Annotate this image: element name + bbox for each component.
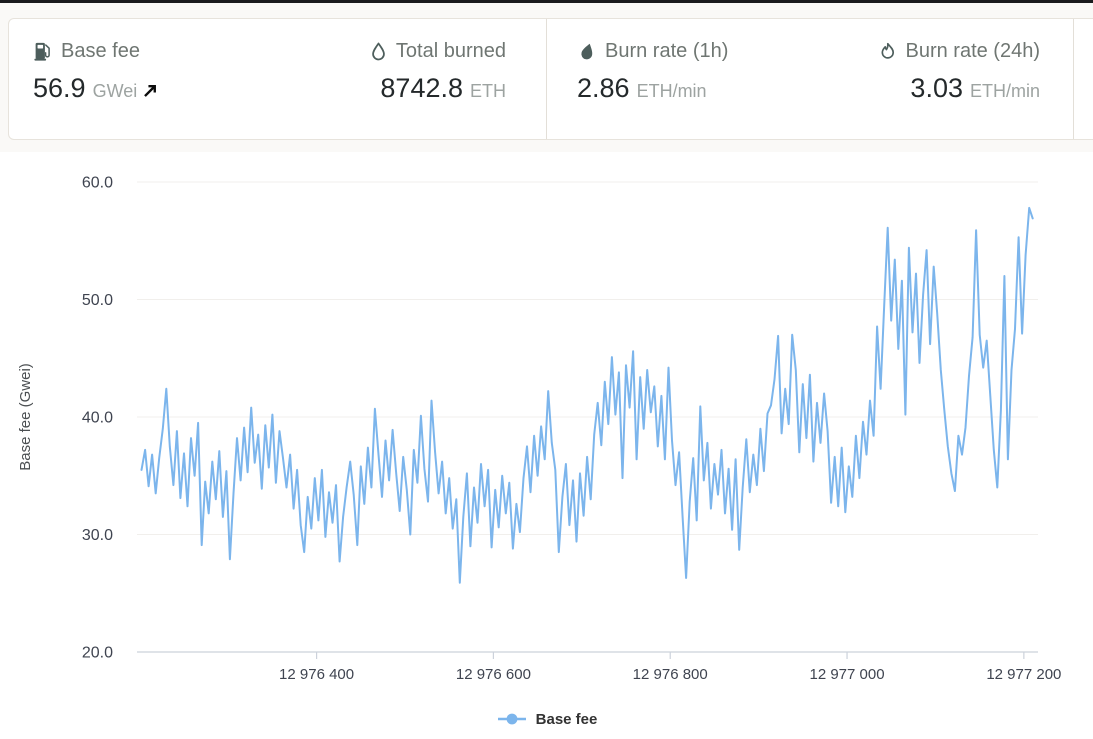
stat-label: Burn rate (24h): [905, 40, 1040, 62]
legend-item-base-fee[interactable]: Base fee: [0, 706, 1093, 732]
base-fee-chart: 20.0 30.0 40.0 50.0 60.0 12 976 400 12 976 600…: [17, 175, 1061, 684]
stats-group-1: Base fee 56.9 GWei Total burned 8742.8 E…: [9, 19, 546, 139]
stat-label: Base fee: [61, 40, 140, 62]
legend-line-marker-icon: [497, 713, 526, 725]
stat-label: Total burned: [395, 40, 506, 62]
stat-unit: GWei: [92, 81, 138, 101]
y-tick-label: 50.0: [82, 292, 113, 309]
stat-unit: ETH: [470, 81, 506, 101]
trend-up-icon: [144, 85, 157, 97]
stat-label: Burn rate (1h): [605, 40, 729, 62]
base-fee-chart-card: 20.0 30.0 40.0 50.0 60.0 12 976 400 12 976 600…: [0, 152, 1093, 739]
stat-value: 56.9: [33, 73, 86, 103]
stat-value: 3.03: [910, 73, 963, 103]
stat-total-burned: Total burned 8742.8 ETH: [368, 40, 506, 139]
stat-base-fee: Base fee 56.9 GWei: [33, 40, 160, 139]
stat-value: 2.86: [577, 73, 630, 103]
stats-group-2: Burn rate (1h) 2.86 ETH/min Burn rate (2…: [546, 19, 1074, 139]
x-tick-label: 12 977 000: [809, 666, 884, 683]
stat-base-fee-header: Base fee: [33, 40, 160, 63]
x-tick-label: 12 977 200: [986, 666, 1061, 683]
stat-value: 8742.8: [380, 73, 463, 103]
y-axis-title: Base fee (Gwei): [17, 363, 34, 471]
stat-burn-rate-1h: Burn rate (1h) 2.86 ETH/min: [577, 40, 728, 139]
stat-burn-rate-1h-header: Burn rate (1h): [577, 40, 728, 63]
y-tick-label: 20.0: [82, 645, 113, 662]
y-tick-label: 60.0: [82, 175, 113, 192]
x-tick-label: 12 976 800: [633, 666, 708, 683]
stat-total-burned-header: Total burned: [368, 40, 506, 63]
stat-unit: ETH/min: [636, 81, 707, 101]
y-tick-label: 40.0: [82, 410, 113, 427]
flame-icon: [881, 42, 895, 59]
stats-bar: Base fee 56.9 GWei Total burned 8742.8 E…: [8, 18, 1093, 140]
page-top-border: [0, 0, 1093, 3]
x-tick-label: 12 976 400: [279, 666, 354, 683]
droplet-icon: [372, 42, 385, 61]
base-fee-series-line[interactable]: [140, 206, 1034, 584]
stat-burn-rate-24h-header: Burn rate (24h): [877, 40, 1040, 63]
stat-unit: ETH/min: [969, 81, 1040, 101]
y-tick-label: 30.0: [82, 527, 113, 544]
x-tick-label: 12 976 600: [456, 666, 531, 683]
flame-droplet-icon: [581, 43, 593, 60]
legend-label: Base fee: [535, 710, 598, 728]
gas-pump-icon: [34, 42, 50, 61]
stat-burn-rate-24h: Burn rate (24h) 3.03 ETH/min: [877, 40, 1040, 139]
